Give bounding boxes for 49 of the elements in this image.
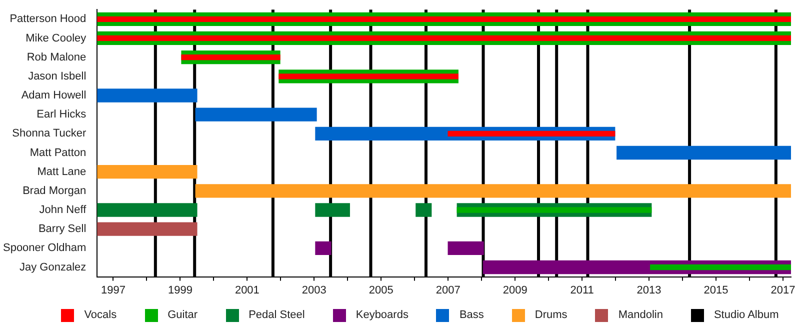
y-tick-label: Spooner Oldham xyxy=(2,242,86,254)
legend-label: Pedal Steel xyxy=(248,309,305,321)
y-tick-label: Matt Patton xyxy=(30,146,86,159)
legend-label: Drums xyxy=(534,309,568,321)
x-tick-label: 2017 xyxy=(770,284,796,296)
legend-label: Mandolin xyxy=(618,309,663,321)
bar xyxy=(97,88,198,102)
x-tick-label: 1999 xyxy=(168,284,192,296)
bar xyxy=(616,146,791,160)
bar xyxy=(97,165,198,179)
x-tick-label: 2005 xyxy=(368,284,394,296)
x-tick-label: 2013 xyxy=(636,284,662,296)
y-tick-label: Patterson Hood xyxy=(10,13,86,26)
legend-label: Studio Album xyxy=(714,309,779,321)
bar xyxy=(97,222,198,236)
legend-label: Vocals xyxy=(84,309,117,321)
y-tick-label: Earl Hicks xyxy=(36,108,87,121)
y-tick-label: Mike Cooley xyxy=(26,32,87,44)
bar xyxy=(448,130,616,136)
x-tick-label: 2009 xyxy=(502,284,528,296)
bar xyxy=(315,241,332,255)
legend-label: Guitar xyxy=(168,309,198,321)
y-tick-label: Shonna Tucker xyxy=(12,128,86,140)
x-tick-label: 2011 xyxy=(570,284,594,296)
y-tick-label: Matt Lane xyxy=(37,166,86,178)
y-tick-label: Jason Isbell xyxy=(28,70,86,82)
bar xyxy=(448,241,484,255)
y-tick-label: Rob Malone xyxy=(26,51,86,64)
x-tick-label: 2003 xyxy=(302,284,326,296)
bar xyxy=(315,203,350,217)
bar xyxy=(181,54,280,60)
bar xyxy=(278,74,458,80)
legend-label: Keyboards xyxy=(356,309,408,321)
x-tick-label: 2001 xyxy=(234,284,260,296)
y-tick-label: Brad Morgan xyxy=(22,184,86,197)
bar xyxy=(97,203,198,217)
x-tick-label: 2007 xyxy=(436,284,460,296)
bar xyxy=(195,108,317,122)
y-tick-label: John Neff xyxy=(39,204,88,216)
y-tick-label: Jay Gonzalez xyxy=(20,261,86,274)
y-tick-label: Barry Sell xyxy=(38,223,86,236)
y-tick-label: Adam Howell xyxy=(21,90,86,102)
bar xyxy=(195,184,791,198)
x-tick-label: 2015 xyxy=(704,284,728,296)
bar xyxy=(416,203,432,217)
x-tick-label: 1997 xyxy=(100,284,126,296)
legend-label: Bass xyxy=(459,309,484,321)
bar xyxy=(97,35,791,42)
bar xyxy=(97,16,791,22)
